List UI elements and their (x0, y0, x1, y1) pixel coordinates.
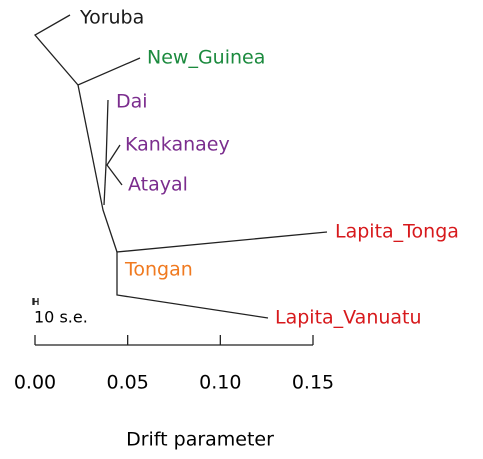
branch (106, 144, 123, 186)
axis-label: Drift parameter (126, 429, 274, 451)
leaf-label: Lapita_Tonga (335, 221, 459, 243)
branch (116, 231, 328, 319)
scale-label: 10 s.e. (34, 308, 88, 327)
x-tick-label: 0.15 (292, 372, 334, 394)
leaf-label: New_Guinea (147, 47, 265, 69)
scale-bar (32, 298, 39, 305)
branch (77, 84, 118, 253)
x-tick-label: 0.10 (199, 372, 241, 394)
leaf-label: Kankanaey (125, 134, 230, 156)
leaf-label: Lapita_Vanuatu (275, 307, 422, 329)
branch (103, 164, 107, 206)
x-tick-label: 0.05 (107, 372, 149, 394)
x-tick-label: 0.00 (14, 372, 56, 394)
branch (33, 14, 141, 86)
branches (32, 14, 328, 319)
branch (105, 99, 109, 166)
leaf-label: Dai (116, 91, 148, 113)
leaf-label: Atayal (128, 174, 188, 196)
leaf-label: Tongan (124, 259, 193, 281)
leaf-label: Yoruba (79, 7, 144, 29)
